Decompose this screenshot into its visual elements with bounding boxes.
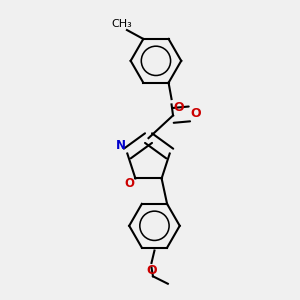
Text: CH₃: CH₃ (111, 19, 132, 28)
Text: O: O (146, 264, 157, 278)
Text: N: N (116, 139, 126, 152)
Text: O: O (191, 107, 202, 120)
Text: O: O (124, 177, 134, 190)
Text: O: O (173, 101, 184, 114)
